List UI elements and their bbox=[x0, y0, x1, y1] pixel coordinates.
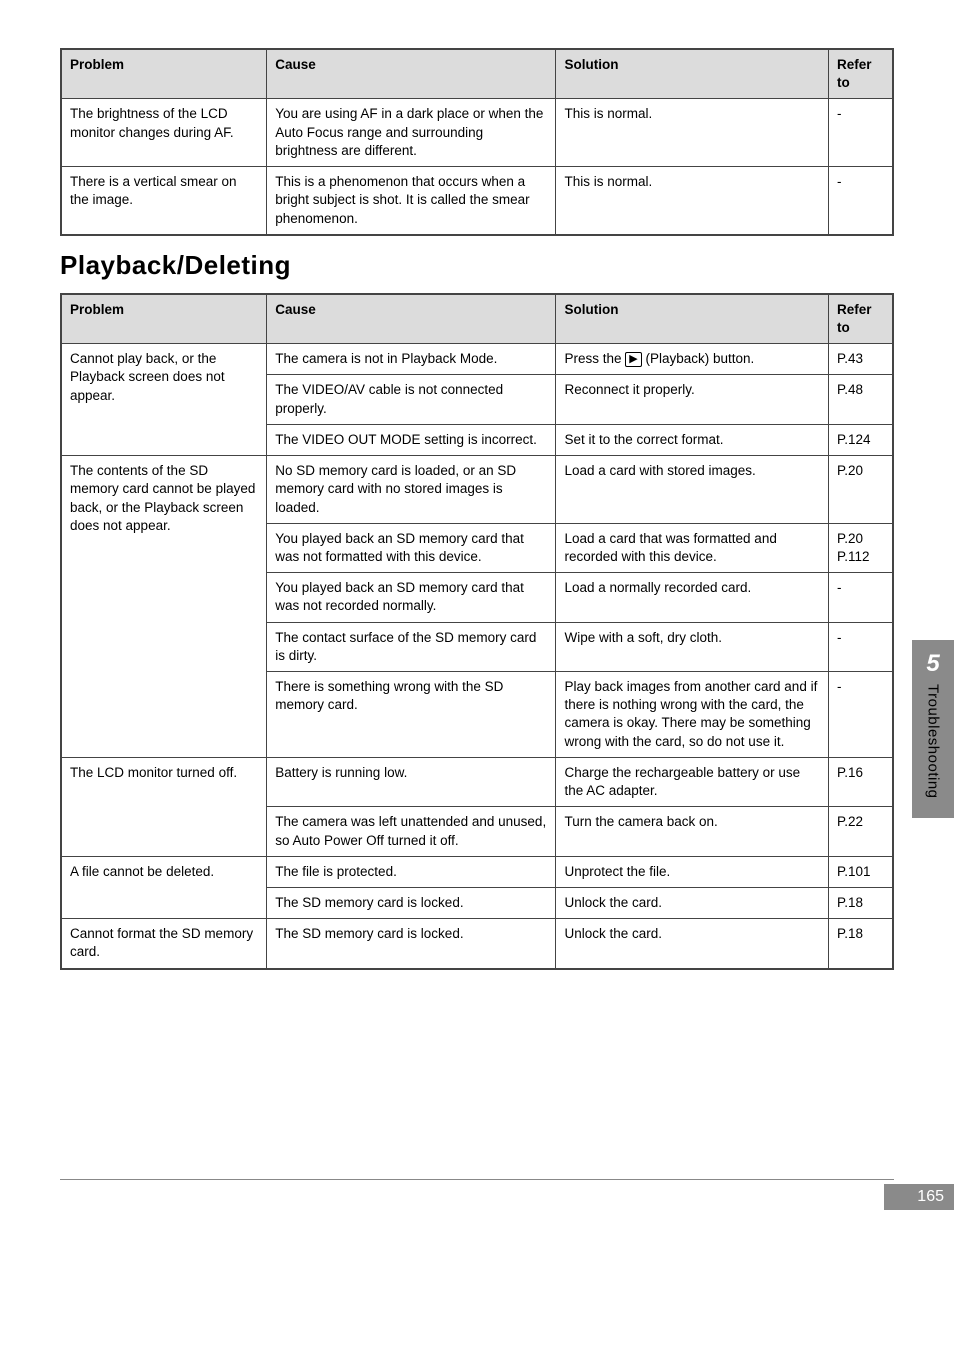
cell-refer: P.48 bbox=[828, 375, 893, 424]
col-header-solution: Solution bbox=[556, 49, 829, 99]
col-header-problem: Problem bbox=[61, 294, 267, 344]
cell-cause: You played back an SD memory card that w… bbox=[267, 523, 556, 572]
col-header-cause: Cause bbox=[267, 49, 556, 99]
table-row: The brightness of the LCD monitor change… bbox=[61, 99, 893, 167]
cell-solution: Load a card that was formatted and recor… bbox=[556, 523, 829, 572]
cell-solution: Unprotect the file. bbox=[556, 856, 829, 887]
cell-cause: You are using AF in a dark place or when… bbox=[267, 99, 556, 167]
cell-cause: This is a phenomenon that occurs when a … bbox=[267, 167, 556, 235]
col-header-problem: Problem bbox=[61, 49, 267, 99]
cell-refer: - bbox=[828, 573, 893, 622]
solution-text-post: (Playback) button. bbox=[642, 351, 755, 366]
cell-cause: The file is protected. bbox=[267, 856, 556, 887]
footer-divider bbox=[60, 1179, 894, 1180]
table-header-row: Problem Cause Solution Refer to bbox=[61, 294, 893, 344]
cell-problem: The contents of the SD memory card canno… bbox=[61, 456, 267, 758]
cell-cause: The SD memory card is locked. bbox=[267, 919, 556, 969]
cell-solution: This is normal. bbox=[556, 167, 829, 235]
cell-refer: P.18 bbox=[828, 919, 893, 969]
cell-refer: P.20 P.112 bbox=[828, 523, 893, 572]
cell-problem: Cannot play back, or the Playback screen… bbox=[61, 344, 267, 456]
cell-cause: The VIDEO OUT MODE setting is incorrect. bbox=[267, 424, 556, 455]
cell-cause: The VIDEO/AV cable is not connected prop… bbox=[267, 375, 556, 424]
cell-cause: Battery is running low. bbox=[267, 757, 556, 806]
page-number: 165 bbox=[884, 1184, 954, 1210]
cell-cause: The camera was left unattended and unuse… bbox=[267, 807, 556, 856]
col-header-cause: Cause bbox=[267, 294, 556, 344]
cell-cause: No SD memory card is loaded, or an SD me… bbox=[267, 456, 556, 524]
cell-problem: There is a vertical smear on the image. bbox=[61, 167, 267, 235]
col-header-refer: Refer to bbox=[828, 294, 893, 344]
cell-solution: Load a normally recorded card. bbox=[556, 573, 829, 622]
chapter-title: Troubleshooting bbox=[925, 684, 942, 799]
col-header-solution: Solution bbox=[556, 294, 829, 344]
cell-cause: You played back an SD memory card that w… bbox=[267, 573, 556, 622]
cell-problem: A file cannot be deleted. bbox=[61, 856, 267, 918]
cell-refer: P.124 bbox=[828, 424, 893, 455]
cell-solution: Press the ▶ (Playback) button. bbox=[556, 344, 829, 375]
cell-refer: P.20 bbox=[828, 456, 893, 524]
solution-text-pre: Press the bbox=[564, 351, 625, 366]
cell-refer: - bbox=[828, 99, 893, 167]
cell-solution: Charge the rechargeable battery or use t… bbox=[556, 757, 829, 806]
cell-cause: There is something wrong with the SD mem… bbox=[267, 672, 556, 758]
cell-solution: Load a card with stored images. bbox=[556, 456, 829, 524]
table-row: Cannot play back, or the Playback screen… bbox=[61, 344, 893, 375]
table-row: There is a vertical smear on the image. … bbox=[61, 167, 893, 235]
table-row: A file cannot be deleted. The file is pr… bbox=[61, 856, 893, 887]
cell-refer: - bbox=[828, 672, 893, 758]
table-row: The contents of the SD memory card canno… bbox=[61, 456, 893, 524]
cell-cause: The SD memory card is locked. bbox=[267, 888, 556, 919]
chapter-number: 5 bbox=[912, 650, 954, 678]
cell-refer: P.22 bbox=[828, 807, 893, 856]
table-row: The LCD monitor turned off. Battery is r… bbox=[61, 757, 893, 806]
table-row: Cannot format the SD memory card. The SD… bbox=[61, 919, 893, 969]
cell-solution: Set it to the correct format. bbox=[556, 424, 829, 455]
cell-refer: - bbox=[828, 167, 893, 235]
section-heading: Playback/Deleting bbox=[60, 250, 894, 281]
cell-solution: Play back images from another card and i… bbox=[556, 672, 829, 758]
cell-solution: Unlock the card. bbox=[556, 919, 829, 969]
cell-problem: Cannot format the SD memory card. bbox=[61, 919, 267, 969]
page: Problem Cause Solution Refer to The brig… bbox=[0, 0, 954, 1240]
playback-icon: ▶ bbox=[625, 352, 641, 367]
table-shooting-continued: Problem Cause Solution Refer to The brig… bbox=[60, 48, 894, 236]
table-playback-deleting: Problem Cause Solution Refer to Cannot p… bbox=[60, 293, 894, 970]
cell-solution: Turn the camera back on. bbox=[556, 807, 829, 856]
cell-solution: Wipe with a soft, dry cloth. bbox=[556, 622, 829, 671]
cell-refer: P.18 bbox=[828, 888, 893, 919]
cell-problem: The LCD monitor turned off. bbox=[61, 757, 267, 856]
cell-solution: Unlock the card. bbox=[556, 888, 829, 919]
cell-problem: The brightness of the LCD monitor change… bbox=[61, 99, 267, 167]
table-header-row: Problem Cause Solution Refer to bbox=[61, 49, 893, 99]
cell-refer: P.101 bbox=[828, 856, 893, 887]
cell-refer: P.16 bbox=[828, 757, 893, 806]
cell-refer: P.43 bbox=[828, 344, 893, 375]
col-header-refer: Refer to bbox=[828, 49, 893, 99]
cell-solution: This is normal. bbox=[556, 99, 829, 167]
cell-solution: Reconnect it properly. bbox=[556, 375, 829, 424]
cell-cause: The camera is not in Playback Mode. bbox=[267, 344, 556, 375]
cell-cause: The contact surface of the SD memory car… bbox=[267, 622, 556, 671]
cell-refer: - bbox=[828, 622, 893, 671]
chapter-tab: 5 Troubleshooting bbox=[912, 640, 954, 818]
